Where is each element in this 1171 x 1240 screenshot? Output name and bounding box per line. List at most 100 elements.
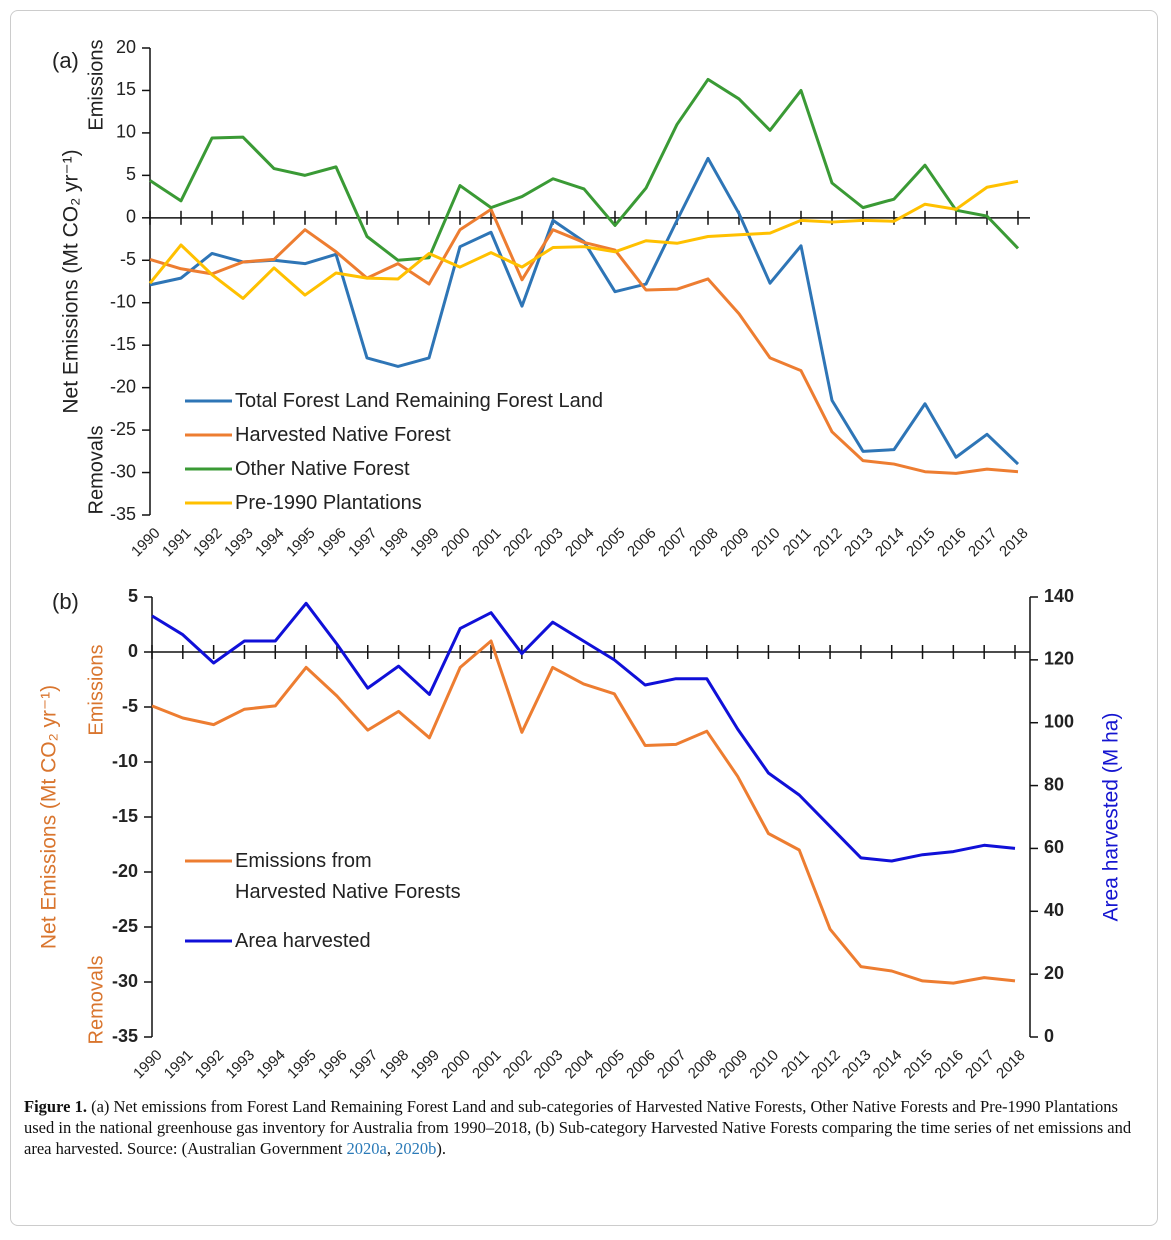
x-tick-label: 2016: [934, 525, 970, 561]
y2-tick-label: 100: [1044, 711, 1074, 731]
x-tick-label: 1999: [407, 1047, 443, 1083]
y-tick-label: -35: [112, 1026, 138, 1046]
x-tick-label: 2007: [654, 1047, 690, 1083]
x-tick-label: 2018: [993, 1047, 1029, 1083]
legend-entry: Emissions from Harvested Native Forests: [235, 850, 461, 903]
x-tick-label: 2016: [931, 1047, 967, 1083]
x-tick-label: 1990: [128, 525, 164, 561]
x-tick-label: 2001: [469, 1047, 505, 1083]
panel-label: (b): [52, 589, 79, 614]
y-axis-label: Net Emissions (Mt CO₂ yr⁻¹): [60, 149, 83, 413]
caption-label: Figure 1.: [24, 1097, 87, 1116]
x-tick-label: 2011: [778, 1047, 813, 1082]
caption: Figure 1. (a) Net emissions from Forest …: [24, 1096, 1134, 1159]
x-tick-label: 1990: [130, 1047, 166, 1083]
legend-label: Area harvested: [235, 930, 371, 952]
x-tick-label: 2018: [996, 525, 1032, 561]
caption-text: ).: [436, 1139, 446, 1158]
y-tick-label: -10: [110, 291, 136, 311]
y-axis-label: Net Emissions (Mt CO₂ yr⁻¹): [38, 685, 61, 949]
series-line: [149, 207, 1019, 475]
y2-tick-label: 120: [1044, 649, 1074, 669]
y-axis-label-top: Emissions: [85, 644, 107, 735]
series-line: [151, 601, 1016, 863]
x-tick-label: 2014: [872, 525, 908, 561]
citation-link[interactable]: 2020a: [346, 1139, 387, 1158]
x-tick-label: 1997: [346, 1047, 382, 1083]
legend-entry: Area harvested: [235, 930, 371, 952]
y2-tick-label: 0: [1044, 1026, 1054, 1046]
y-tick-label: -10: [112, 751, 138, 771]
legend-label: Emissions from Harvested Native Forests: [235, 850, 461, 903]
y-tick-label: -15: [112, 806, 138, 826]
y2-tick-label: 140: [1044, 586, 1074, 606]
caption-text: ,: [386, 1139, 396, 1158]
x-tick-label: 2010: [746, 1047, 782, 1083]
x-tick-label: 1992: [190, 525, 226, 561]
legend-entry: Total Forest Land Remaining Forest Land: [235, 390, 603, 412]
x-tick-label: 1996: [315, 1047, 351, 1083]
x-tick-label: 1991: [159, 525, 195, 561]
y2-tick-label: 20: [1044, 963, 1064, 983]
legend-entry: Harvested Native Forest: [235, 424, 451, 446]
x-tick-label: 2013: [841, 525, 877, 561]
y-axis-label-bottom: Removals: [85, 426, 107, 515]
y-tick-label: -25: [110, 419, 136, 439]
y-tick-label: -35: [110, 504, 136, 524]
y-axis-label-bottom: Removals: [85, 956, 107, 1045]
y-tick-label: -30: [110, 461, 136, 481]
series-line: [148, 179, 1019, 300]
y-tick-label: 5: [126, 164, 136, 184]
y-tick-label: 0: [128, 641, 138, 661]
y-tick-label: 5: [128, 586, 138, 606]
y-tick-label: 20: [116, 37, 136, 57]
y-tick-label: -30: [112, 971, 138, 991]
y2-tick-label: 60: [1044, 837, 1064, 857]
y-tick-label: -5: [122, 696, 138, 716]
legend-label: Total Forest Land Remaining Forest Land: [235, 390, 603, 412]
x-tick-label: 2002: [500, 1047, 536, 1083]
x-tick-label: 2015: [901, 1047, 937, 1083]
x-tick-label: 2014: [870, 1047, 906, 1083]
y-tick-label: -5: [120, 249, 136, 269]
y-tick-label: -15: [110, 334, 136, 354]
y-tick-label: -25: [112, 916, 138, 936]
y-tick-label: 10: [116, 122, 136, 142]
x-tick-label: 2015: [903, 525, 939, 561]
x-tick-label: 1992: [192, 1047, 228, 1083]
legend-entry: Pre-1990 Plantations: [235, 492, 422, 514]
x-tick-label: 1991: [161, 1047, 197, 1083]
y2-tick-label: 80: [1044, 774, 1064, 794]
x-tick-label: 2013: [839, 1047, 875, 1083]
x-tick-label: 1995: [284, 1047, 320, 1083]
y-axis-label-top: Emissions: [85, 39, 107, 130]
x-tick-label: 2017: [965, 525, 1001, 561]
x-tick-label: 2012: [810, 525, 846, 561]
citation-link[interactable]: 2020b: [395, 1139, 437, 1158]
legend-label: Harvested Native Forest: [235, 424, 451, 446]
x-tick-label: 1998: [377, 1047, 413, 1083]
figure-frame: [10, 10, 1158, 1226]
y2-tick-label: 40: [1044, 900, 1064, 920]
legend-label: Other Native Forest: [235, 458, 410, 480]
x-tick-label: 2009: [716, 1047, 752, 1083]
x-tick-label: 2005: [592, 1047, 628, 1083]
legend-entry: Other Native Forest: [235, 458, 410, 480]
caption-text: (a) Net emissions from Forest Land Remai…: [24, 1097, 1132, 1158]
x-tick-label: 2006: [623, 1047, 659, 1083]
y-tick-label: 15: [116, 79, 136, 99]
y2-axis-label: Area harvested (M ha): [1100, 713, 1123, 922]
x-tick-label: 1993: [222, 1047, 258, 1083]
legend-label: Pre-1990 Plantations: [235, 492, 422, 514]
x-tick-label: 2004: [562, 1047, 598, 1083]
series-line: [151, 639, 1016, 985]
x-tick-label: 2003: [531, 1047, 567, 1083]
figure: (a)-35-30-25-20-15-10-505101520199019911…: [38, 37, 1123, 1083]
x-tick-label: 2012: [808, 1047, 844, 1083]
x-tick-label: 2008: [685, 1047, 721, 1083]
x-tick-label: 1994: [253, 1047, 289, 1083]
y-tick-label: -20: [110, 376, 136, 396]
y-tick-label: 0: [126, 207, 136, 227]
x-tick-label: 2011: [780, 525, 815, 560]
